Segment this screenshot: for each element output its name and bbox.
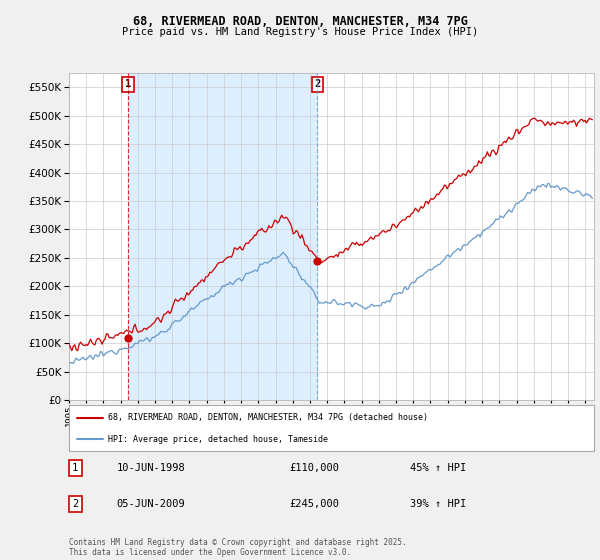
Text: 1: 1 [72, 463, 79, 473]
Bar [128, 73, 317, 400]
Text: Price paid vs. HM Land Registry's House Price Index (HPI): Price paid vs. HM Land Registry's House … [122, 27, 478, 37]
Text: 39% ↑ HPI: 39% ↑ HPI [410, 499, 467, 509]
Text: 05-JUN-2009: 05-JUN-2009 [116, 499, 185, 509]
Text: 2: 2 [314, 80, 320, 90]
Text: 10-JUN-1998: 10-JUN-1998 [116, 463, 185, 473]
Text: 1: 1 [125, 80, 131, 90]
Text: 45% ↑ HPI: 45% ↑ HPI [410, 463, 467, 473]
Text: HPI: Average price, detached house, Tameside: HPI: Average price, detached house, Tame… [109, 435, 328, 444]
Text: 2: 2 [72, 499, 79, 509]
Text: £245,000: £245,000 [290, 499, 340, 509]
Text: £110,000: £110,000 [290, 463, 340, 473]
Text: Contains HM Land Registry data © Crown copyright and database right 2025.
This d: Contains HM Land Registry data © Crown c… [69, 538, 407, 557]
Text: 68, RIVERMEAD ROAD, DENTON, MANCHESTER, M34 7PG: 68, RIVERMEAD ROAD, DENTON, MANCHESTER, … [133, 15, 467, 27]
Text: 68, RIVERMEAD ROAD, DENTON, MANCHESTER, M34 7PG (detached house): 68, RIVERMEAD ROAD, DENTON, MANCHESTER, … [109, 413, 428, 422]
